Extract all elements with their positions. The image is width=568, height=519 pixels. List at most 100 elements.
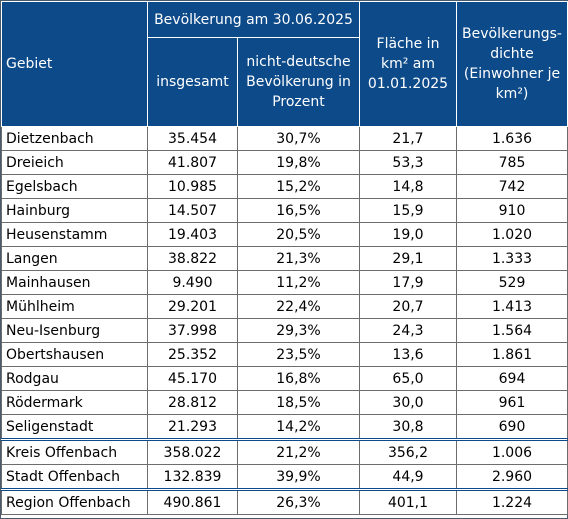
table-row: Dreieich 41.807 19,8% 53,3 785 — [1, 150, 568, 175]
cell-dichte: 690 — [456, 414, 568, 440]
cell-dichte: 1.006 — [456, 438, 568, 465]
cell-dichte: 2.960 — [456, 464, 568, 490]
cell-dichte: 1.333 — [456, 246, 568, 271]
cell-flaeche: 13,6 — [359, 342, 457, 367]
cell-anteil: 18,5% — [237, 390, 360, 415]
cell-anteil: 39,9% — [237, 464, 360, 490]
cell-flaeche: 20,7 — [359, 294, 457, 319]
cell-gebiet: Dreieich — [1, 150, 148, 175]
table-body: Dietzenbach 35.454 30,7% 21,7 1.636 Dreieich 4… — [1, 126, 568, 515]
cell-flaeche: 24,3 — [359, 318, 457, 343]
cell-gebiet: Mainhausen — [1, 270, 148, 295]
cell-anteil: 20,5% — [237, 222, 360, 247]
cell-gebiet: Egelsbach — [1, 174, 148, 199]
table-row: Obertshausen 25.352 23,5% 13,6 1.861 — [1, 342, 568, 367]
cell-gebiet: Rodgau — [1, 366, 148, 391]
table-row: Seligenstadt 21.293 14,2% 30,8 690 — [1, 414, 568, 440]
cell-gebiet: Neu-Isenburg — [1, 318, 148, 343]
cell-anteil: 23,5% — [237, 342, 360, 367]
cell-dichte: 529 — [456, 270, 568, 295]
cell-anteil: 30,7% — [237, 126, 360, 151]
cell-anteil: 14,2% — [237, 414, 360, 440]
cell-insgesamt: 45.170 — [147, 366, 238, 391]
cell-anteil: 15,2% — [237, 174, 360, 199]
cell-gebiet: Obertshausen — [1, 342, 148, 367]
cell-dichte: 1.636 — [456, 126, 568, 151]
cell-insgesamt: 490.861 — [147, 488, 238, 515]
cell-dichte: 1.861 — [456, 342, 568, 367]
cell-flaeche: 29,1 — [359, 246, 457, 271]
cell-dichte: 742 — [456, 174, 568, 199]
cell-flaeche: 401,1 — [359, 488, 457, 515]
table-row: Neu-Isenburg 37.998 29,3% 24,3 1.564 — [1, 318, 568, 343]
table-row: Stadt Offenbach 132.839 39,9% 44,9 2.960 — [1, 464, 568, 490]
cell-gebiet: Langen — [1, 246, 148, 271]
table-row: Langen 38.822 21,3% 29,1 1.333 — [1, 246, 568, 271]
cell-anteil: 29,3% — [237, 318, 360, 343]
cell-gebiet: Kreis Offenbach — [1, 438, 148, 465]
cell-flaeche: 65,0 — [359, 366, 457, 391]
cell-anteil: 11,2% — [237, 270, 360, 295]
header-bevoelkerung-group: Bevölkerung am 30.06.2025 — [147, 1, 360, 38]
cell-gebiet: Heusenstamm — [1, 222, 148, 247]
cell-dichte: 1.020 — [456, 222, 568, 247]
cell-flaeche: 17,9 — [359, 270, 457, 295]
cell-gebiet: Hainburg — [1, 198, 148, 223]
cell-anteil: 21,3% — [237, 246, 360, 271]
cell-insgesamt: 25.352 — [147, 342, 238, 367]
header-gebiet: Gebiet — [1, 1, 148, 127]
cell-insgesamt: 132.839 — [147, 464, 238, 490]
cell-anteil: 21,2% — [237, 438, 360, 465]
cell-anteil: 16,5% — [237, 198, 360, 223]
table-row: Heusenstamm 19.403 20,5% 19,0 1.020 — [1, 222, 568, 247]
cell-insgesamt: 358.022 — [147, 438, 238, 465]
cell-gebiet: Rödermark — [1, 390, 148, 415]
cell-anteil: 19,8% — [237, 150, 360, 175]
cell-insgesamt: 38.822 — [147, 246, 238, 271]
cell-insgesamt: 10.985 — [147, 174, 238, 199]
header-insgesamt: insgesamt — [147, 37, 238, 127]
cell-dichte: 1.564 — [456, 318, 568, 343]
table-row: Mühlheim 29.201 22,4% 20,7 1.413 — [1, 294, 568, 319]
cell-dichte: 1.413 — [456, 294, 568, 319]
header-dichte: Bevölkerungs-dichte (Einwohner je km²) — [456, 1, 568, 127]
table-row: Mainhausen 9.490 11,2% 17,9 529 — [1, 270, 568, 295]
cell-insgesamt: 28.812 — [147, 390, 238, 415]
cell-gebiet: Stadt Offenbach — [1, 464, 148, 490]
cell-insgesamt: 14.507 — [147, 198, 238, 223]
cell-insgesamt: 37.998 — [147, 318, 238, 343]
cell-insgesamt: 21.293 — [147, 414, 238, 440]
table-row: Kreis Offenbach 358.022 21,2% 356,2 1.006 — [1, 438, 568, 465]
cell-insgesamt: 19.403 — [147, 222, 238, 247]
cell-dichte: 785 — [456, 150, 568, 175]
cell-dichte: 961 — [456, 390, 568, 415]
cell-flaeche: 15,9 — [359, 198, 457, 223]
cell-gebiet: Mühlheim — [1, 294, 148, 319]
cell-insgesamt: 9.490 — [147, 270, 238, 295]
cell-insgesamt: 41.807 — [147, 150, 238, 175]
cell-dichte: 694 — [456, 366, 568, 391]
cell-flaeche: 53,3 — [359, 150, 457, 175]
header-flaeche: Fläche in km² am 01.01.2025 — [359, 1, 457, 127]
cell-gebiet: Region Offenbach — [1, 488, 148, 515]
cell-flaeche: 19,0 — [359, 222, 457, 247]
cell-flaeche: 14,8 — [359, 174, 457, 199]
table-row: Region Offenbach 490.861 26,3% 401,1 1.224 — [1, 488, 568, 515]
cell-anteil: 26,3% — [237, 488, 360, 515]
table-row: Rodgau 45.170 16,8% 65,0 694 — [1, 366, 568, 391]
table-row: Rödermark 28.812 18,5% 30,0 961 — [1, 390, 568, 415]
cell-dichte: 910 — [456, 198, 568, 223]
cell-gebiet: Dietzenbach — [1, 126, 148, 151]
cell-anteil: 22,4% — [237, 294, 360, 319]
table-row: Dietzenbach 35.454 30,7% 21,7 1.636 — [1, 126, 568, 151]
cell-flaeche: 30,0 — [359, 390, 457, 415]
cell-flaeche: 21,7 — [359, 126, 457, 151]
cell-flaeche: 44,9 — [359, 464, 457, 490]
cell-anteil: 16,8% — [237, 366, 360, 391]
table-row: Egelsbach 10.985 15,2% 14,8 742 — [1, 174, 568, 199]
cell-insgesamt: 35.454 — [147, 126, 238, 151]
header-nicht-deutsche: nicht-deutsche Bevölkerung in Prozent — [237, 37, 360, 127]
cell-insgesamt: 29.201 — [147, 294, 238, 319]
table-row: Hainburg 14.507 16,5% 15,9 910 — [1, 198, 568, 223]
cell-gebiet: Seligenstadt — [1, 414, 148, 440]
